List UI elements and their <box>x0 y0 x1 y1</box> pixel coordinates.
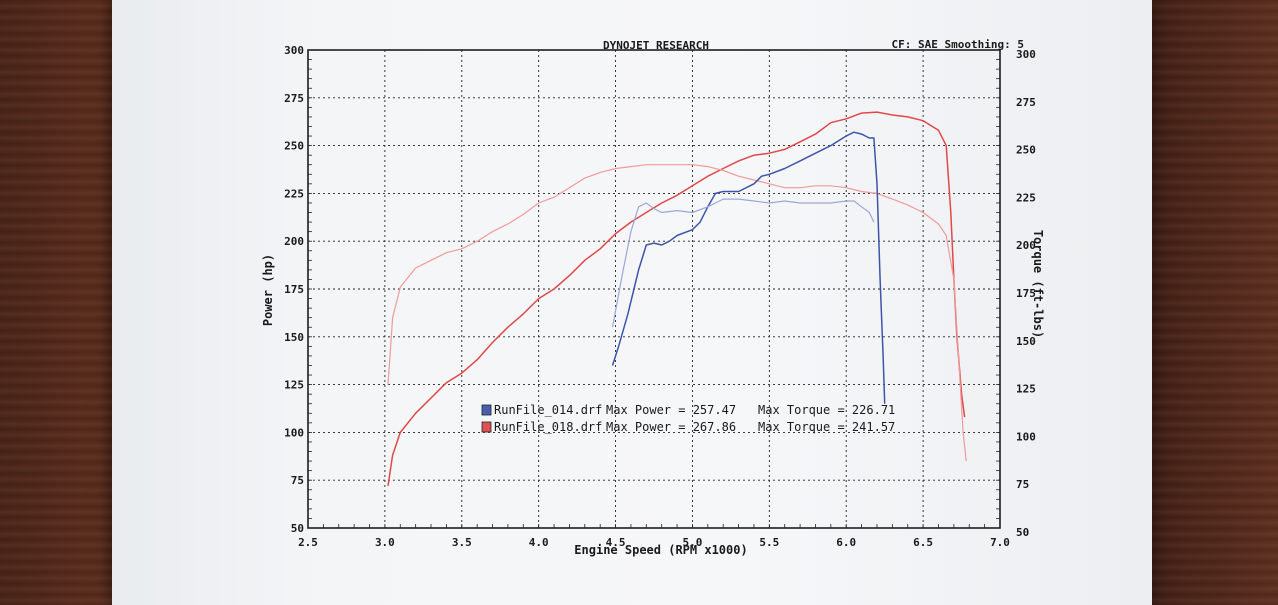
x-axis-label: Engine Speed (RPM x1000) <box>574 543 747 557</box>
x-tick-label-4.5: 4.5 <box>606 536 626 549</box>
legend-max-power-runfile-018: Max Power = 267.86 <box>606 420 736 434</box>
y-tick-label-left-250: 250 <box>284 140 304 153</box>
y-tick-label-left-300: 300 <box>284 44 304 57</box>
x-tick-label-6.5: 6.5 <box>913 536 933 549</box>
y-axis-label-right: Torque (ft-lbs) <box>1031 230 1045 338</box>
series-line-runfile-014-drf-torque <box>611 198 875 328</box>
y-tick-label-left-200: 200 <box>284 235 304 248</box>
x-tick-label-3.5: 3.5 <box>452 536 472 549</box>
series-layer <box>387 111 967 487</box>
y-tick-label-left-100: 100 <box>284 426 304 439</box>
series-line-runfile-018-drf-torque <box>387 164 967 462</box>
series-line-runfile-014-drf-power <box>611 131 886 404</box>
series-line-runfile-018-drf-power <box>387 111 966 487</box>
y-tick-label-left-125: 125 <box>284 379 304 392</box>
x-tick-label-5.0: 5.0 <box>683 536 703 549</box>
x-tick-label-5.5: 5.5 <box>759 536 779 549</box>
axis-ticks: 2.5 3.0 3.5 4.0 4.5 5.0 5.5 6.0 6.5 7.0 50 50 75 75 10… <box>284 44 1036 549</box>
y-tick-label-right-250: 250 <box>1016 144 1036 157</box>
y-tick-label-right-275: 275 <box>1016 96 1036 109</box>
y-tick-label-left-175: 175 <box>284 283 304 296</box>
x-tick-label-6.0: 6.0 <box>836 536 856 549</box>
legend-max-torque-runfile-014: Max Torque = 226.71 <box>758 403 895 417</box>
x-tick-label-4.0: 4.0 <box>529 536 549 549</box>
paper-sheet <box>112 0 1152 605</box>
y-tick-label-right-125: 125 <box>1016 383 1036 396</box>
y-axis-label-left: Power (hp) <box>261 254 275 326</box>
y-tick-label-right-150: 150 <box>1016 335 1036 348</box>
chart-title: DYNOJET RESEARCH <box>603 39 709 52</box>
legend-max-power-runfile-014: Max Power = 257.47 <box>606 403 736 417</box>
y-tick-label-left-75: 75 <box>291 474 304 487</box>
x-tick-label-2.5: 2.5 <box>298 536 318 549</box>
y-tick-label-left-50: 50 <box>291 522 304 535</box>
y-tick-label-right-225: 225 <box>1016 191 1036 204</box>
y-tick-label-left-275: 275 <box>284 92 304 105</box>
y-tick-label-right-200: 200 <box>1016 239 1036 252</box>
x-tick-label-3.0: 3.0 <box>375 536 395 549</box>
y-tick-label-left-225: 225 <box>284 187 304 200</box>
legend-max-torque-runfile-018: Max Torque = 241.57 <box>758 420 895 434</box>
legend-file-runfile-018: RunFile_018.drf <box>494 420 602 434</box>
legend: RunFile_014.drf Max Power = 257.47 Max T… <box>481 403 895 434</box>
legend-swatch-runfile-018 <box>481 421 492 433</box>
y-tick-label-left-150: 150 <box>284 331 304 344</box>
y-tick-label-right-300: 300 <box>1016 48 1036 61</box>
legend-file-runfile-014: RunFile_014.drf <box>494 403 602 417</box>
x-tick-label-7.0: 7.0 <box>990 536 1010 549</box>
grid-lines <box>308 50 1000 528</box>
y-tick-label-right-75: 75 <box>1016 478 1029 491</box>
y-tick-label-right-100: 100 <box>1016 430 1036 443</box>
legend-swatch-runfile-014 <box>481 404 492 416</box>
y-tick-label-right-50: 50 <box>1016 526 1029 539</box>
y-tick-label-right-175: 175 <box>1016 287 1036 300</box>
correction-smoothing-label: CF: SAE Smoothing: 5 <box>892 38 1024 51</box>
